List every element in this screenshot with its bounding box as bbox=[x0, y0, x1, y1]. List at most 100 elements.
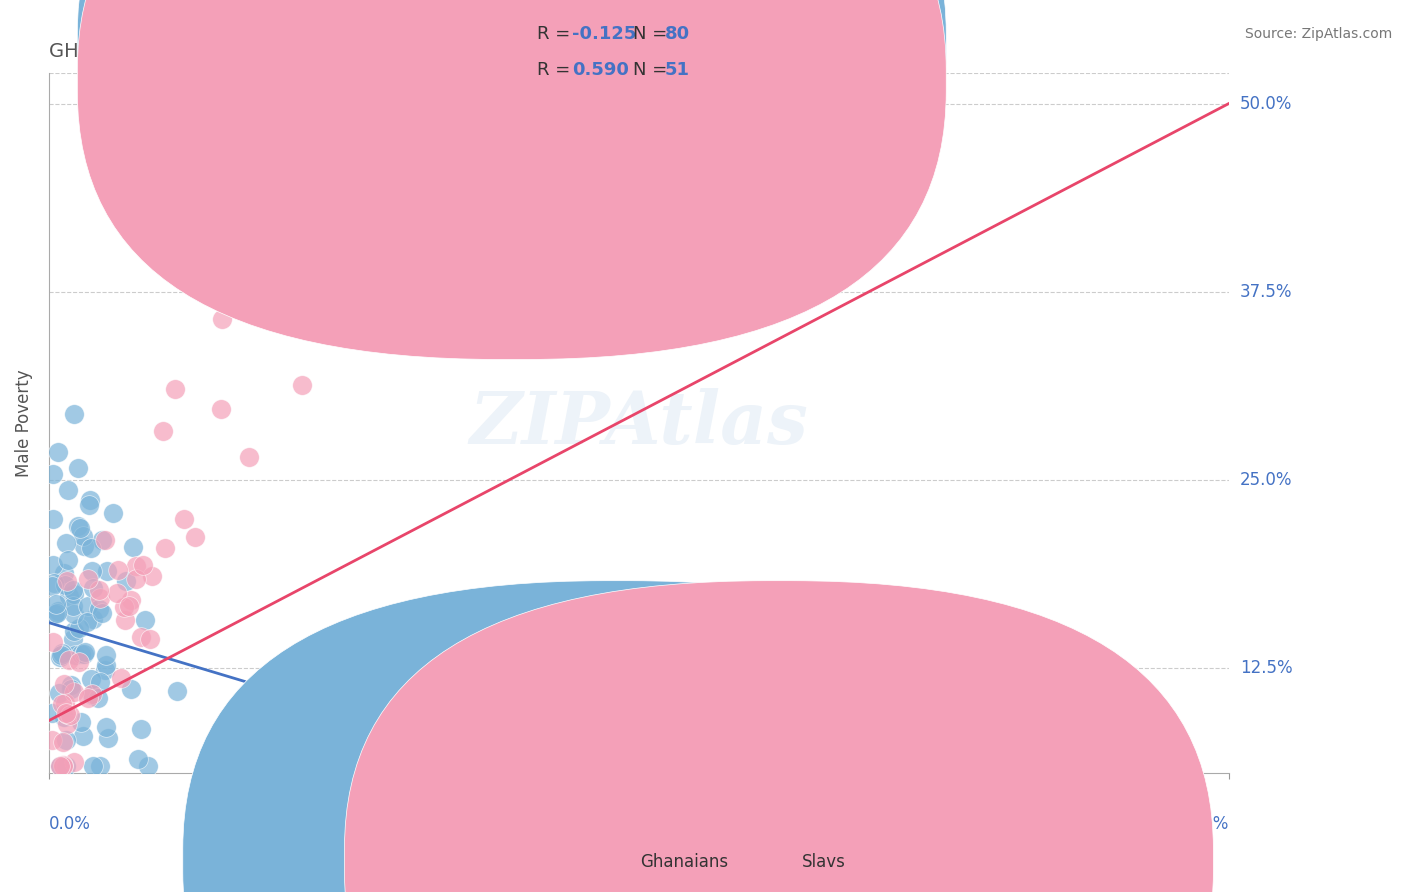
Point bbox=[44, 607, 66, 622]
Point bbox=[120, 592, 142, 607]
Point bbox=[67, 461, 90, 475]
Point bbox=[62, 685, 84, 699]
Point bbox=[55, 717, 77, 731]
Text: -0.125: -0.125 bbox=[572, 25, 637, 43]
Point bbox=[80, 687, 103, 701]
Point bbox=[53, 566, 76, 581]
Point bbox=[53, 578, 76, 592]
Point bbox=[63, 624, 86, 639]
Point bbox=[52, 710, 75, 724]
Point bbox=[125, 572, 148, 586]
Text: Ghanaians: Ghanaians bbox=[640, 853, 728, 871]
Point bbox=[52, 758, 75, 772]
Point bbox=[56, 483, 79, 497]
Point bbox=[55, 536, 77, 550]
Text: N =: N = bbox=[633, 25, 672, 43]
Point bbox=[107, 563, 129, 577]
Point bbox=[67, 655, 90, 669]
Point bbox=[136, 758, 159, 772]
Point bbox=[49, 758, 72, 772]
Point bbox=[73, 647, 96, 661]
Point bbox=[120, 681, 142, 696]
Point bbox=[62, 607, 84, 621]
Point bbox=[94, 664, 117, 678]
Text: R =: R = bbox=[537, 62, 576, 79]
Point bbox=[82, 564, 104, 578]
Point bbox=[139, 632, 162, 646]
Point bbox=[62, 632, 84, 647]
Point bbox=[173, 512, 195, 526]
Point bbox=[359, 257, 381, 271]
Point bbox=[42, 467, 65, 482]
Point bbox=[59, 678, 82, 692]
Point bbox=[76, 615, 98, 629]
Point bbox=[48, 686, 70, 700]
Point bbox=[45, 606, 67, 620]
Point bbox=[152, 424, 174, 438]
Point bbox=[49, 650, 72, 665]
Text: Source: ZipAtlas.com: Source: ZipAtlas.com bbox=[1244, 27, 1392, 41]
Point bbox=[73, 539, 96, 553]
Point bbox=[67, 621, 90, 635]
Point bbox=[87, 601, 110, 615]
Point bbox=[70, 647, 93, 661]
Point bbox=[82, 688, 104, 702]
Point bbox=[141, 569, 163, 583]
Point bbox=[89, 583, 111, 598]
Point bbox=[42, 635, 65, 649]
Point bbox=[58, 590, 80, 604]
Point bbox=[94, 720, 117, 734]
Point bbox=[77, 691, 100, 706]
Point bbox=[52, 758, 75, 772]
Point bbox=[82, 581, 104, 595]
Point bbox=[69, 714, 91, 729]
Text: 25.0%: 25.0% bbox=[1240, 471, 1292, 489]
Point bbox=[209, 402, 232, 417]
Text: 0.0%: 0.0% bbox=[49, 815, 91, 833]
Point bbox=[363, 307, 385, 321]
Point bbox=[63, 755, 86, 769]
Point bbox=[56, 574, 79, 589]
Point bbox=[77, 498, 100, 512]
Point bbox=[115, 574, 138, 588]
Point bbox=[474, 183, 496, 197]
Point bbox=[127, 752, 149, 766]
Text: 80: 80 bbox=[665, 25, 690, 43]
Point bbox=[56, 553, 79, 567]
Point bbox=[69, 521, 91, 535]
Text: GHANAIAN VS SLAVIC MALE POVERTY CORRELATION CHART: GHANAIAN VS SLAVIC MALE POVERTY CORRELAT… bbox=[49, 42, 631, 61]
Point bbox=[58, 653, 80, 667]
Point bbox=[211, 312, 233, 326]
Point bbox=[55, 706, 77, 720]
Point bbox=[114, 613, 136, 627]
Point bbox=[134, 613, 156, 627]
Point bbox=[132, 558, 155, 572]
Point bbox=[290, 377, 312, 392]
Point bbox=[41, 706, 63, 721]
Point bbox=[52, 677, 75, 691]
Point bbox=[62, 587, 84, 601]
Point bbox=[80, 672, 103, 686]
Text: 12.5%: 12.5% bbox=[1240, 659, 1292, 677]
Point bbox=[62, 582, 84, 597]
Point bbox=[46, 604, 69, 618]
Point bbox=[97, 731, 120, 746]
Point bbox=[90, 606, 112, 620]
Text: ZIPAtlas: ZIPAtlas bbox=[470, 388, 808, 458]
Text: Slavs: Slavs bbox=[801, 853, 845, 871]
Text: 51: 51 bbox=[665, 62, 690, 79]
Text: N =: N = bbox=[633, 62, 672, 79]
Point bbox=[41, 732, 63, 747]
Point bbox=[77, 599, 100, 613]
Text: 50.0%: 50.0% bbox=[1240, 95, 1292, 112]
Point bbox=[55, 733, 77, 747]
Point bbox=[184, 530, 207, 544]
Point bbox=[225, 758, 247, 772]
Point bbox=[72, 729, 94, 743]
Point bbox=[80, 541, 103, 555]
Point bbox=[60, 681, 83, 696]
Point bbox=[125, 558, 148, 573]
Point bbox=[96, 564, 118, 578]
Text: 0.590: 0.590 bbox=[572, 62, 628, 79]
Point bbox=[121, 540, 143, 554]
